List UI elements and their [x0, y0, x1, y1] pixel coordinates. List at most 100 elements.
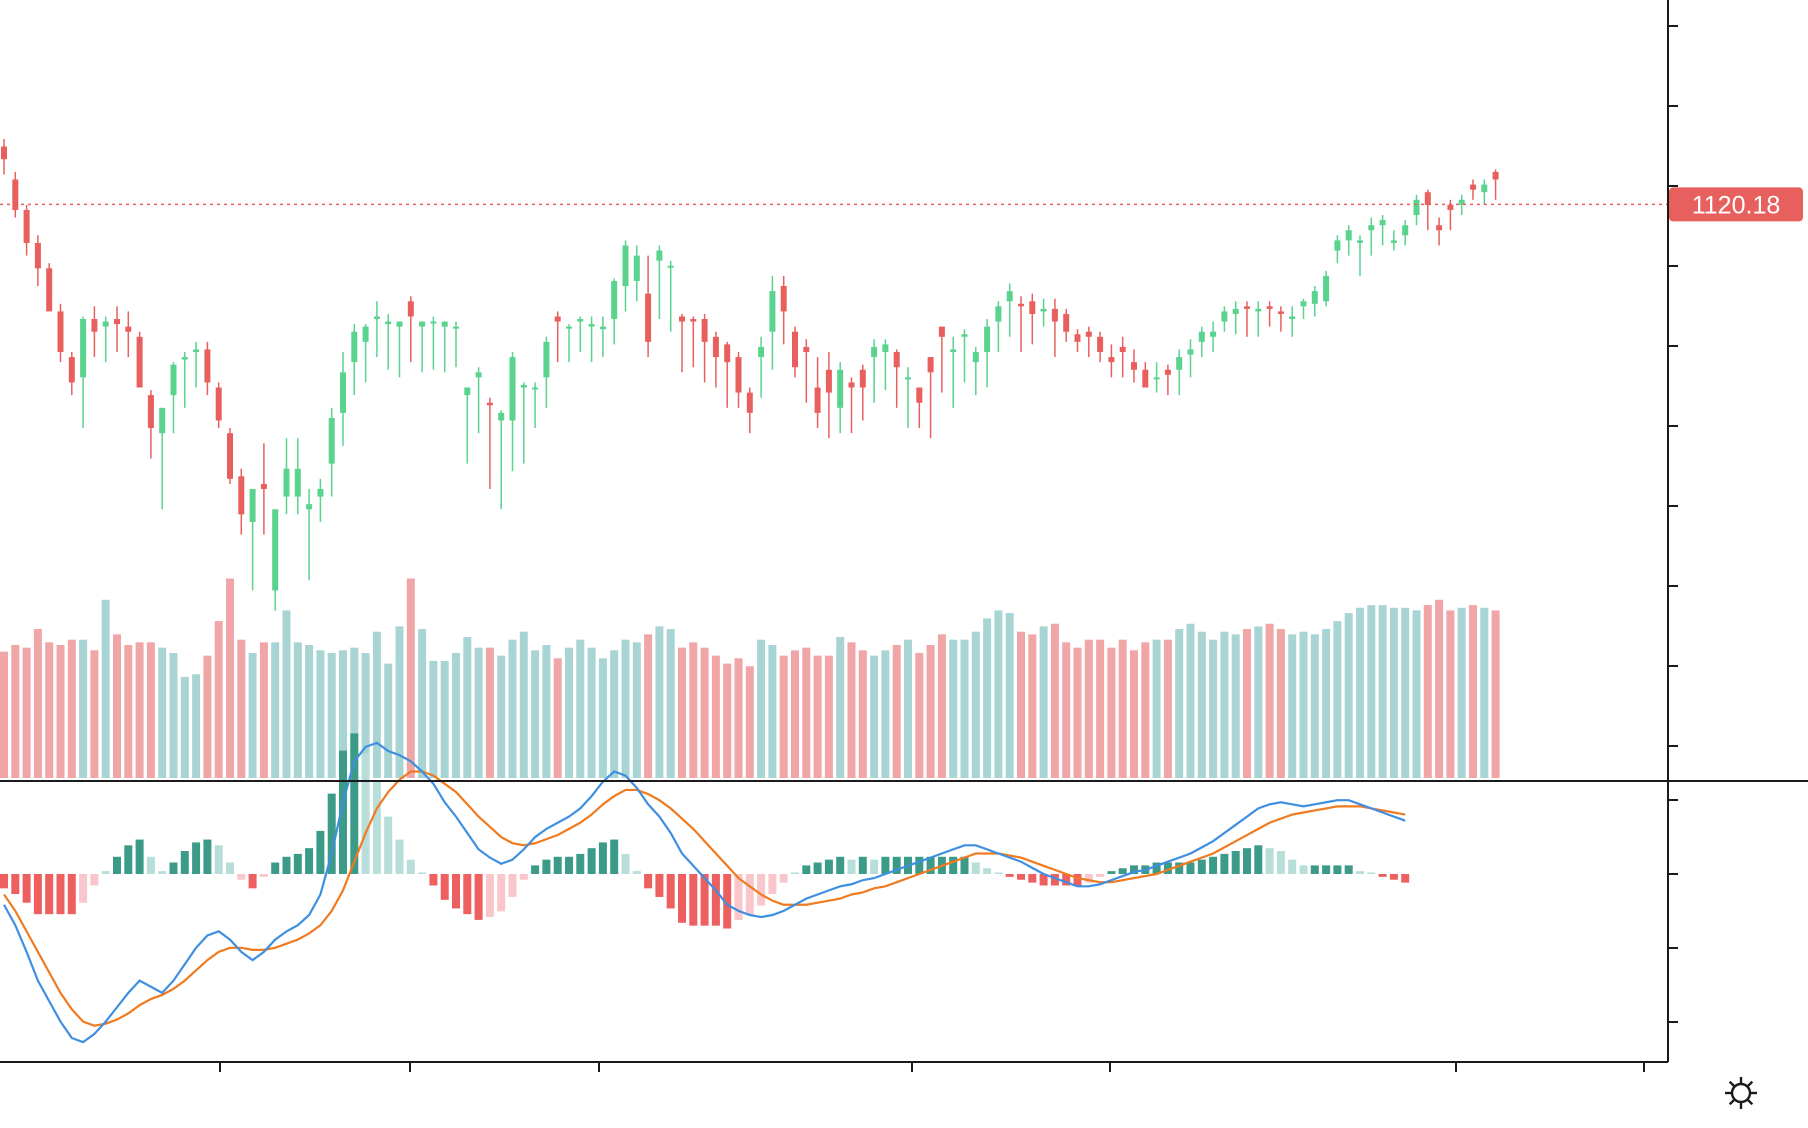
- candle-body: [80, 319, 87, 378]
- candlesticks: [1, 138, 1499, 611]
- candle: [1413, 194, 1420, 226]
- candle-body: [1176, 357, 1183, 370]
- volume-bar: [226, 578, 234, 778]
- candle-body: [927, 357, 934, 373]
- candle-body: [227, 433, 233, 479]
- candle-body: [385, 321, 392, 325]
- volume-bar: [485, 647, 494, 778]
- candle-body: [181, 357, 188, 360]
- volume-bar: [689, 642, 698, 778]
- volume-bar: [531, 650, 540, 778]
- candle: [1255, 301, 1262, 337]
- macd-histogram-bar: [11, 874, 20, 895]
- candle: [272, 509, 279, 611]
- volume-bar: [474, 647, 483, 778]
- volume-bar: [1175, 629, 1184, 778]
- macd-histogram-bar: [1310, 865, 1319, 874]
- candle: [882, 339, 889, 391]
- macd-histogram-bar: [1344, 865, 1353, 874]
- candle: [430, 316, 437, 370]
- macd-histogram-bar: [1220, 853, 1229, 874]
- macd-histogram-bar: [870, 859, 879, 874]
- candle-body: [645, 293, 652, 342]
- candle: [905, 367, 911, 429]
- volume-bar: [67, 639, 76, 778]
- macd-histogram-bar: [644, 874, 653, 889]
- candle-body: [1345, 230, 1352, 241]
- volume-bar: [949, 639, 958, 778]
- candle: [1436, 217, 1443, 246]
- candle: [1097, 331, 1104, 363]
- candle-body: [656, 250, 663, 261]
- candle: [317, 478, 324, 522]
- volume-bar: [960, 639, 969, 778]
- volume-bar: [305, 645, 314, 778]
- volume-bar: [79, 639, 88, 778]
- candle: [701, 313, 708, 383]
- candle: [871, 339, 878, 403]
- candle: [1210, 321, 1217, 352]
- macd-histogram-bar: [203, 839, 212, 874]
- candle-body: [1108, 357, 1115, 363]
- volume-bar: [1243, 629, 1251, 778]
- candle: [984, 319, 991, 388]
- macd-histogram-bar: [0, 874, 8, 889]
- candle: [1074, 329, 1081, 352]
- candle-body: [1040, 308, 1047, 312]
- candle: [1300, 298, 1307, 320]
- candle-body: [283, 468, 290, 497]
- volume-bar: [1491, 610, 1500, 778]
- macd-histogram-bar: [757, 874, 766, 906]
- macd-histogram-bar: [1254, 845, 1263, 874]
- macd-histogram-bar: [1356, 871, 1364, 874]
- candle: [170, 362, 177, 434]
- macd-histogram-bar: [519, 874, 528, 880]
- macd-histogram-bar: [463, 874, 472, 915]
- macd-histogram-bar: [180, 851, 189, 874]
- volume-bar: [146, 642, 155, 778]
- candle-body: [1357, 240, 1363, 243]
- candle-body: [238, 476, 245, 515]
- candle: [1323, 270, 1330, 307]
- candle-body: [633, 255, 640, 281]
- candle-body: [724, 344, 731, 363]
- volume-bar: [1017, 631, 1025, 778]
- candle: [340, 352, 346, 446]
- macd-histogram-bar: [1367, 872, 1376, 874]
- candle: [159, 407, 166, 510]
- candle: [803, 339, 810, 403]
- macd-histogram-bar: [1243, 848, 1251, 874]
- candle: [453, 321, 459, 368]
- candle: [758, 336, 765, 398]
- macd-histogram-bar: [56, 874, 65, 915]
- candle: [1176, 349, 1183, 396]
- volume-bar: [1005, 613, 1014, 778]
- axes: [0, 0, 1808, 1072]
- macd-histogram-bar: [655, 874, 664, 897]
- volume-bar: [158, 647, 167, 778]
- candle: [1390, 230, 1397, 251]
- candle-body: [588, 324, 595, 327]
- volume-bar: [1389, 607, 1398, 778]
- macd-histogram-bar: [1276, 851, 1285, 874]
- candle-body: [735, 357, 742, 393]
- settings-gear-icon[interactable]: [1725, 1077, 1757, 1109]
- volume-bar: [180, 676, 189, 778]
- candle: [23, 204, 30, 256]
- candle: [486, 397, 493, 489]
- volume-bar: [214, 621, 223, 778]
- candle-body: [1153, 377, 1160, 380]
- volume-bar: [45, 642, 54, 778]
- macd-histogram-bar: [621, 853, 630, 874]
- macd-histogram-bar: [802, 865, 811, 874]
- candle-body: [938, 326, 945, 337]
- volume-bar: [124, 645, 133, 778]
- candle-body: [294, 468, 301, 497]
- volume-bar: [1367, 605, 1376, 778]
- candle-body: [1244, 306, 1250, 309]
- macd-histogram-bar: [146, 856, 155, 874]
- candle: [1029, 293, 1036, 345]
- candle: [407, 296, 414, 363]
- macd-histogram-bar: [372, 782, 381, 874]
- macd-histogram-bar: [1175, 862, 1184, 874]
